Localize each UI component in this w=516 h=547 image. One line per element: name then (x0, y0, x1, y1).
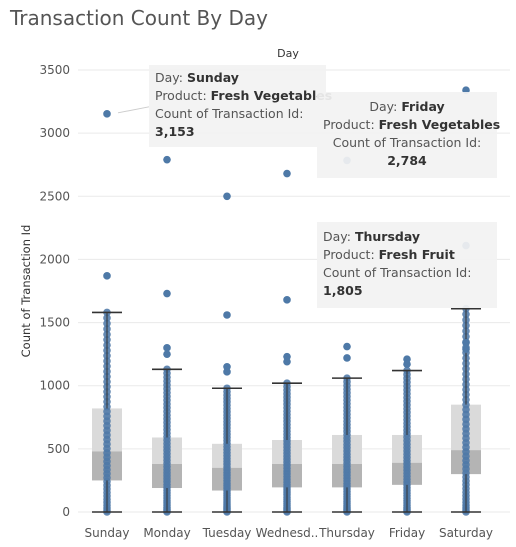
outlier-point (283, 296, 291, 304)
tooltip-count-value: 1,805 (323, 283, 363, 298)
outlier-point (163, 350, 171, 358)
x-tick-label: Monday (143, 526, 190, 540)
outlier-point (343, 342, 351, 351)
column-header: Day (277, 47, 299, 60)
y-tick-label: 1500 (39, 316, 70, 330)
tooltip-count-value: 2,784 (387, 153, 427, 168)
tooltip-day-label: Day: (155, 70, 183, 85)
outlier-point (103, 110, 111, 118)
outlier-point (462, 345, 470, 353)
x-tick-label: Saturday (439, 526, 493, 540)
tooltip-measure-label: Count of Transaction Id: (323, 265, 472, 280)
tooltip-product-value: Fresh Vegetables (378, 117, 501, 132)
tooltip-friday: Day: Friday Product: Fresh Vegetables Co… (317, 92, 500, 178)
x-tick-label: Thursday (318, 526, 375, 540)
y-tick-label: 3000 (39, 126, 70, 140)
tooltip-product-label: Product: (323, 117, 375, 132)
outlier-point (163, 155, 171, 164)
tooltip-product-label: Product: (323, 247, 375, 262)
outlier-point (163, 289, 171, 298)
y-tick-label: 1000 (39, 379, 70, 393)
tooltip-product-value: Fresh Fruit (378, 247, 455, 262)
outlier-point (223, 368, 231, 376)
tooltip-pointer (117, 106, 150, 114)
outlier-point (462, 338, 470, 347)
tooltip-day-label: Day: (369, 99, 398, 114)
tooltip-product-label: Product: (155, 88, 207, 103)
tooltip-day-value: Friday (401, 99, 445, 114)
tooltip-product-value: Fresh Vegetables (210, 88, 333, 103)
x-tick-label: Sunday (85, 526, 130, 540)
x-tick-label: Tuesday (202, 526, 252, 540)
y-axis-title: Count of Transaction Id (19, 225, 33, 358)
outlier-point (343, 354, 351, 362)
outlier-point (163, 344, 171, 352)
tooltip-sunday: Day: Sunday Product: Fresh Vegetables Co… (149, 65, 332, 147)
x-tick-label: Wednesd.. (256, 526, 319, 540)
tooltip-day-value: Sunday (186, 70, 239, 85)
x-tick-label: Friday (389, 526, 425, 540)
y-tick-label: 500 (47, 442, 70, 456)
y-tick-label: 3500 (39, 63, 70, 77)
tooltip-day-label: Day: (323, 229, 351, 244)
outlier-point (223, 311, 231, 319)
outlier-point (403, 360, 411, 369)
outlier-point (223, 192, 231, 201)
tooltip-measure-label: Count of Transaction Id: (332, 135, 482, 150)
chart-title: Transaction Count By Day (10, 6, 268, 30)
outlier-point (103, 272, 111, 280)
y-tick-label: 2000 (39, 252, 70, 266)
tooltip-day-value: Thursday (354, 229, 421, 244)
outlier-point (283, 169, 291, 178)
y-tick-label: 2500 (39, 189, 70, 203)
tooltip-thursday: Day: Thursday Product: Fresh Fruit Count… (317, 222, 497, 308)
tooltip-count-value: 3,153 (155, 124, 195, 139)
y-tick-label: 0 (62, 505, 70, 519)
tooltip-measure-label: Count of Transaction Id: (155, 106, 304, 121)
outlier-point (283, 357, 291, 366)
